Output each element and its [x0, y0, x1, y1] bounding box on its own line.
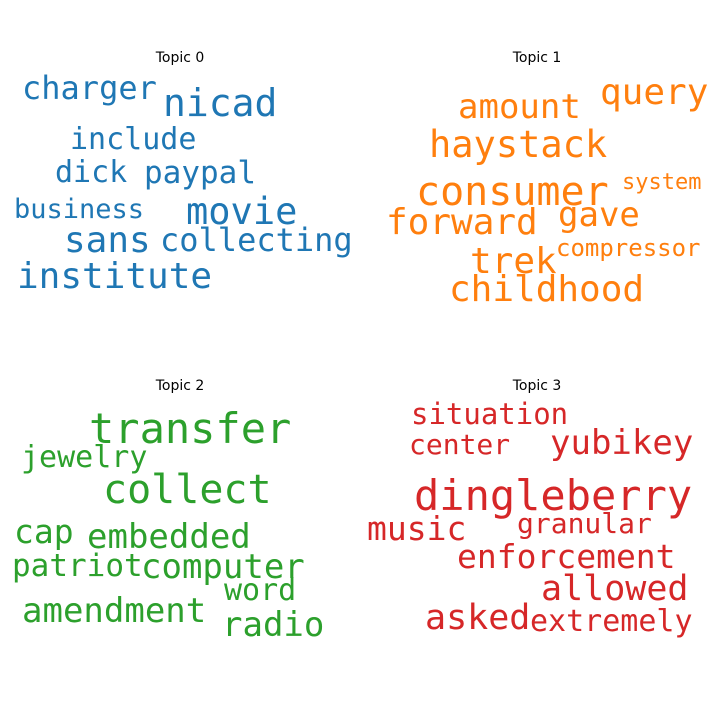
word-movie: movie: [186, 190, 298, 233]
word-compressor: compressor: [556, 234, 701, 262]
word-computer: computer: [141, 547, 305, 587]
topic-2-panel: Topic 2 transfer jewelry collect cap emb…: [0, 328, 360, 688]
word-forward: forward: [386, 202, 538, 243]
word-amendment: amendment: [22, 591, 207, 631]
word-sans: sans: [64, 220, 151, 261]
word-jewelry: jewelry: [21, 440, 148, 475]
word-dingleberry: dingleberry: [414, 471, 693, 520]
word-yubikey: yubikey: [550, 423, 694, 463]
word-business: business: [14, 194, 145, 225]
word-center: center: [409, 428, 511, 461]
word-childhood: childhood: [449, 269, 645, 310]
word-word: word: [224, 573, 297, 608]
topic-1-title: Topic 1: [512, 50, 562, 66]
word-situation: situation: [411, 397, 569, 431]
word-consumer: consumer: [416, 169, 609, 215]
word-trek: trek: [470, 241, 557, 282]
word-patriot: patriot: [12, 548, 143, 584]
word-gave: gave: [558, 195, 640, 235]
word-charger: charger: [22, 69, 157, 107]
word-paypal: paypal: [144, 155, 256, 191]
word-collect: collect: [103, 467, 272, 513]
word-enforcement: enforcement: [457, 537, 676, 576]
word-nicad: nicad: [163, 81, 278, 125]
word-collecting: collecting: [160, 221, 353, 259]
word-query: query: [600, 72, 709, 113]
word-amount: amount: [458, 87, 581, 127]
word-haystack: haystack: [429, 123, 608, 166]
word-radio: radio: [222, 605, 325, 645]
word-extremely: extremely: [530, 604, 693, 639]
word-music: music: [367, 509, 467, 548]
word-dick: dick: [55, 155, 128, 190]
topic-2-title: Topic 2: [155, 378, 205, 394]
word-asked: asked: [425, 598, 531, 638]
word-transfer: transfer: [89, 404, 292, 453]
topic-3-title: Topic 3: [512, 378, 562, 394]
word-include: include: [70, 122, 197, 157]
word-granular: granular: [517, 507, 652, 540]
word-system: system: [622, 170, 702, 195]
topic-0-panel: Topic 0 charger nicad include dick paypa…: [0, 0, 360, 360]
topic-3-panel: Topic 3 situation center yubikey dingleb…: [357, 328, 717, 688]
topic-0-title: Topic 0: [155, 50, 205, 66]
word-cap: cap: [14, 512, 74, 551]
word-institute: institute: [17, 256, 213, 297]
topic-1-panel: Topic 1 query amount haystack consumer s…: [357, 0, 717, 360]
word-embedded: embedded: [87, 517, 251, 557]
word-allowed: allowed: [541, 569, 689, 609]
